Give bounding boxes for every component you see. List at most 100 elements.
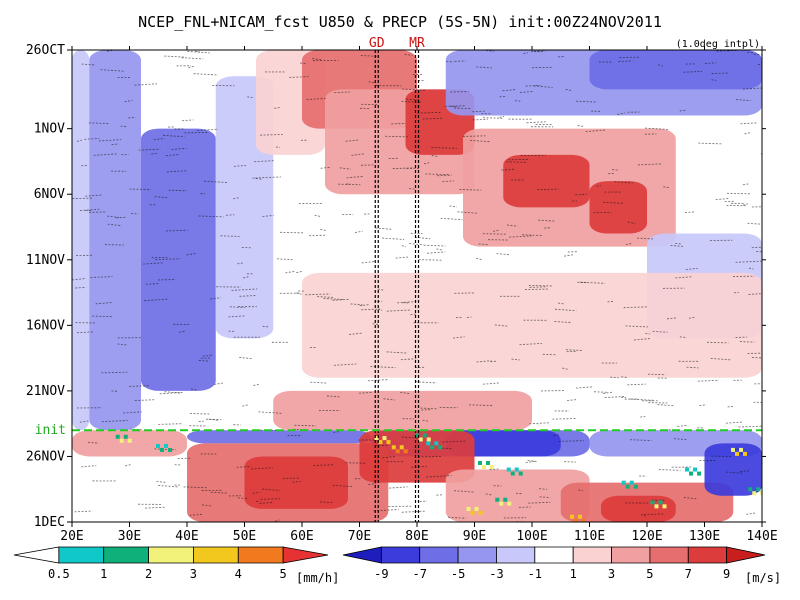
colorbar-swatch (380, 546, 421, 564)
contour-stroke (476, 257, 483, 261)
contour-stroke (492, 229, 500, 232)
precip-cell-6 (478, 461, 482, 465)
contour-stroke (275, 146, 281, 148)
contour-stroke (699, 404, 707, 406)
colorbar-level: 2 (145, 567, 152, 581)
contour-stroke (746, 512, 757, 515)
contour-stroke (442, 180, 455, 183)
contour-stroke (684, 211, 695, 214)
contour-stroke (529, 286, 548, 288)
precip-cell-5 (426, 441, 431, 446)
colorbar-level: -9 (374, 567, 388, 581)
contour-stroke (637, 237, 654, 240)
precip-cell-13 (693, 467, 697, 472)
u850-band-0 (72, 50, 90, 431)
contour-stroke (258, 411, 282, 414)
colorbar-level: -7 (413, 567, 427, 581)
contour-stroke (529, 422, 551, 425)
contour-stroke (81, 465, 97, 468)
contour-stroke (753, 401, 762, 403)
contour-stroke (742, 203, 748, 206)
contour-stroke (187, 50, 210, 54)
precip-cell-10 (578, 514, 582, 519)
contour-stroke (565, 88, 572, 91)
contour-stroke (704, 62, 717, 65)
contour-stroke (567, 399, 577, 401)
contour-stroke (419, 500, 428, 503)
contour-stroke (76, 331, 95, 334)
contour-stroke (306, 98, 326, 100)
x-tick-label: 20E (60, 529, 83, 544)
colorbar-unit: [m/s] (745, 571, 781, 585)
precip-cell-2 (382, 436, 387, 441)
contour-stroke (476, 66, 492, 69)
contour-stroke (93, 153, 118, 156)
contour-stroke (440, 217, 463, 221)
contour-stroke (744, 131, 752, 135)
contour-stroke (155, 258, 181, 261)
u850-shading (72, 50, 762, 522)
contour-stroke (400, 358, 417, 361)
contour-stroke (542, 353, 557, 356)
contour-stroke (499, 95, 506, 98)
contour-stroke (210, 297, 222, 300)
contour-stroke (189, 513, 204, 516)
colorbar-swatch (419, 546, 459, 564)
u850-band-22 (244, 456, 348, 509)
contour-stroke (422, 419, 430, 422)
contour-stroke (260, 134, 283, 136)
contour-stroke (183, 486, 209, 489)
contour-stroke (392, 167, 414, 170)
contour-stroke (751, 246, 762, 249)
contour-stroke (725, 421, 744, 424)
contour-stroke (485, 493, 493, 496)
contour-stroke (377, 308, 383, 311)
x-tick-label: 70E (348, 529, 371, 544)
contour-stroke (228, 315, 246, 318)
contour-stroke (251, 467, 273, 470)
colorbar-unit: [mm/h] (296, 571, 339, 585)
contour-stroke (165, 229, 188, 232)
contour-stroke (675, 242, 682, 245)
chart-title: NCEP_FNL+NICAM_fcst U850 & PRECP (5S-5N)… (138, 13, 662, 31)
precip-cell-0 (115, 434, 120, 439)
colorbar-swatch (193, 546, 239, 564)
contour-stroke (519, 90, 534, 93)
contour-stroke (426, 475, 452, 478)
colorbar-level: -1 (528, 567, 542, 581)
colorbar-level: 1 (100, 567, 107, 581)
u850-band-14 (302, 272, 762, 378)
contour-stroke (377, 288, 384, 291)
contour-stroke (300, 62, 306, 65)
contour-stroke (577, 125, 585, 128)
contour-stroke (74, 510, 93, 513)
colorbar-level: 3 (608, 567, 615, 581)
contour-stroke (198, 359, 209, 362)
contour-stroke (203, 180, 229, 184)
colorbar-level: 4 (235, 567, 242, 581)
u850-band-15 (273, 390, 532, 431)
precip-cell-9 (499, 501, 504, 506)
contour-stroke (627, 221, 636, 224)
contour-stroke (711, 79, 717, 81)
contour-stroke (610, 376, 619, 379)
contour-stroke (401, 510, 426, 513)
contour-stroke (686, 366, 699, 369)
contour-stroke (145, 283, 160, 285)
contour-stroke (697, 379, 720, 382)
colorbar-level: -3 (489, 567, 503, 581)
contour-stroke (389, 486, 408, 489)
contour-stroke (124, 99, 133, 103)
contour-stroke (131, 213, 139, 215)
contour-stroke (305, 293, 331, 296)
precip-cell-0 (119, 438, 124, 443)
precip-cell-14 (743, 451, 747, 456)
contour-stroke (368, 81, 375, 84)
contour-stroke (255, 176, 281, 179)
contour-stroke (262, 325, 270, 328)
u850-band-12 (589, 50, 762, 90)
precip-cell-2 (374, 436, 379, 441)
contour-stroke (198, 215, 224, 218)
colorbar-swatch (496, 546, 536, 564)
colorbar-swatch (687, 546, 728, 564)
